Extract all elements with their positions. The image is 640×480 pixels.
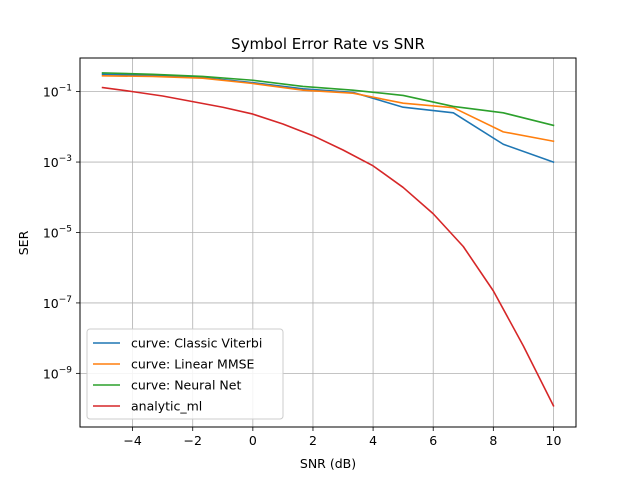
x-tick-label: 4 [369, 433, 377, 448]
legend-box [86, 328, 284, 420]
legend-label-2: curve: Neural Net [131, 378, 241, 393]
x-tick-label: 2 [309, 433, 317, 448]
y-tick-label: 10−3 [43, 154, 72, 170]
x-tick-label: 0 [249, 433, 257, 448]
y-axis-ticks: 10−9 10−7 10−5 10−3 10−1 [43, 84, 80, 381]
x-tick-label: −4 [123, 433, 141, 448]
y-tick-label: 10−5 [43, 224, 72, 240]
y-axis-label: SER [16, 230, 31, 255]
x-axis-label: SNR (dB) [300, 456, 356, 471]
series-line-0 [101, 73, 555, 164]
y-tick-label: 10−7 [43, 295, 72, 311]
x-tick-label: 8 [489, 433, 497, 448]
legend-label-0: curve: Classic Viterbi [131, 336, 262, 351]
series-lines [101, 72, 555, 407]
series-line-3 [101, 86, 555, 407]
y-tick-label: 10−1 [43, 84, 72, 100]
x-tick-label: −2 [184, 433, 202, 448]
x-axis-ticks: −4 −2 0 2 4 6 8 10 [123, 427, 561, 448]
plot-frame [79, 57, 577, 428]
legend-label-1: curve: Linear MMSE [131, 357, 255, 372]
legend: curve: Classic Viterbi curve: Linear MMSE… [86, 328, 284, 420]
x-tick-label: 10 [546, 433, 562, 448]
series-line-2 [101, 72, 555, 127]
y-tick-label: 10−9 [43, 365, 72, 381]
chart-title: Symbol Error Rate vs SNR [231, 35, 425, 53]
legend-label-3: analytic_ml [131, 399, 202, 414]
x-tick-label: 6 [429, 433, 437, 448]
series-line-1 [101, 75, 555, 143]
